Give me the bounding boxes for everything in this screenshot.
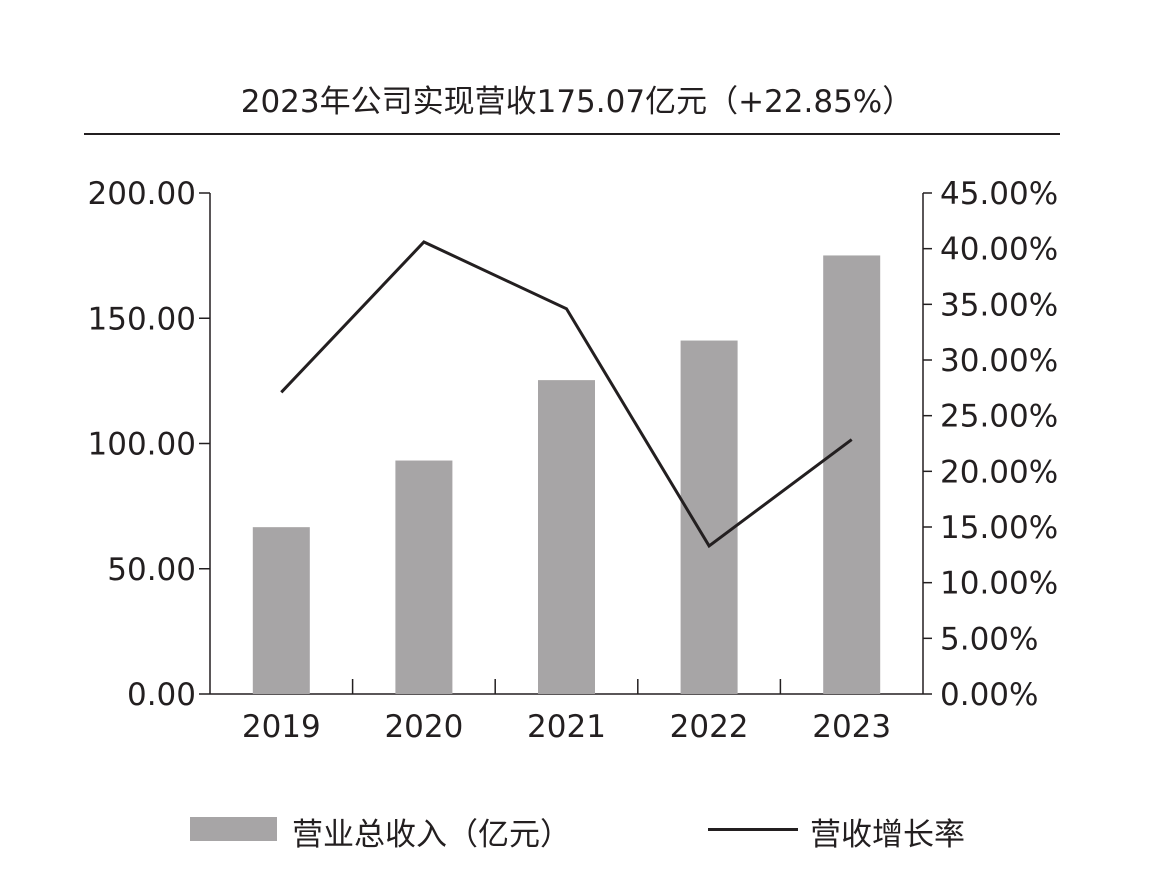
right-axis-tick-labels: 0.00% 5.00% 10.00% 15.00% 20.00% 25.00% 30.00%… <box>940 176 1058 713</box>
title-divider <box>84 133 1060 135</box>
line-series <box>280 240 853 549</box>
right-axis-tick-label: 0.00% <box>940 677 1038 713</box>
right-axis-tick-label: 15.00% <box>940 510 1058 546</box>
left-axis-tick-label: 100.00 <box>88 427 196 463</box>
x-axis-tick-labels: 2019 2020 2021 2022 2023 <box>242 709 891 745</box>
x-axis-tick-label: 2019 <box>242 709 321 745</box>
left-axis-tick-label: 200.00 <box>88 176 196 212</box>
right-axis-tick-label: 45.00% <box>940 176 1058 212</box>
legend-bar-swatch <box>190 817 277 841</box>
left-axis-tick-label: 150.00 <box>88 301 196 337</box>
right-axis-tick-label: 25.00% <box>940 399 1058 435</box>
bar <box>252 527 310 694</box>
right-axis-tick-label: 20.00% <box>940 454 1058 490</box>
left-axis-tick-label: 0.00 <box>127 677 196 713</box>
bar <box>823 255 881 694</box>
left-axis-tick-label: 50.00 <box>107 552 196 588</box>
chart-title: 2023年公司实现营收175.07亿元（+22.85%） <box>240 84 914 120</box>
right-axis-tick-label: 5.00% <box>940 621 1038 657</box>
bar <box>538 380 595 694</box>
legend-line-swatch <box>708 828 798 831</box>
legend-bar-label: 营业总收入（亿元） <box>292 817 571 853</box>
x-axis-tick-label: 2023 <box>812 709 891 745</box>
x-axis-tick-label: 2022 <box>670 709 749 745</box>
right-axis-tick-label: 10.00% <box>940 566 1058 602</box>
left-axis-tick-labels: 0.00 50.00 100.00 150.00 200.00 <box>88 176 196 713</box>
bar <box>395 460 453 694</box>
x-axis-tick-label: 2021 <box>527 709 606 745</box>
bar-series <box>252 255 881 694</box>
x-axis-tick-label: 2020 <box>384 709 463 745</box>
bar <box>680 340 738 694</box>
right-axis-tick-label: 30.00% <box>940 343 1058 379</box>
right-axis-tick-label: 35.00% <box>940 287 1058 323</box>
legend-line-label: 营收增长率 <box>810 817 965 853</box>
right-axis-tick-label: 40.00% <box>940 232 1058 268</box>
